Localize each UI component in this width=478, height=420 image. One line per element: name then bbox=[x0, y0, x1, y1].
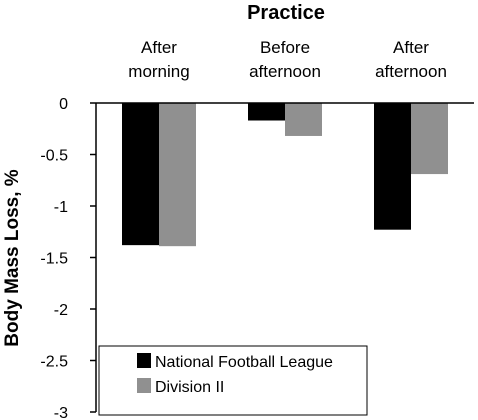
bar bbox=[248, 103, 285, 121]
y-tick-label: -1 bbox=[54, 199, 68, 216]
category-label: After bbox=[141, 38, 177, 57]
bar bbox=[374, 103, 411, 230]
legend-label: National Football League bbox=[155, 354, 333, 371]
category-labels: After morning Before afternoon After afternoo… bbox=[128, 38, 447, 81]
y-tick-label: -3 bbox=[54, 405, 68, 420]
category-label: afternoon bbox=[375, 62, 447, 81]
bar bbox=[159, 103, 196, 247]
legend-swatch bbox=[137, 353, 151, 368]
legend-label: Division II bbox=[155, 379, 224, 396]
y-tick-label: -2.5 bbox=[40, 354, 68, 371]
y-tick-label: -1.5 bbox=[40, 251, 68, 268]
bar bbox=[411, 103, 448, 175]
category-label: morning bbox=[128, 62, 189, 81]
legend-swatch bbox=[137, 378, 151, 393]
bar bbox=[122, 103, 159, 246]
bars bbox=[122, 103, 448, 247]
y-axis: 0 -0.5 -1 -1.5 -2 -2.5 -3 bbox=[40, 96, 97, 420]
bar bbox=[285, 103, 322, 136]
y-tick-label: -2 bbox=[54, 302, 68, 319]
category-label: After bbox=[393, 38, 429, 57]
legend: National Football League Division II bbox=[98, 345, 368, 416]
category-label: Before bbox=[260, 38, 310, 57]
chart-title: Practice bbox=[247, 2, 325, 24]
y-tick-label: 0 bbox=[59, 96, 68, 113]
category-label: afternoon bbox=[249, 62, 321, 81]
y-tick-label: -0.5 bbox=[40, 148, 68, 165]
y-axis-label: Body Mass Loss, % bbox=[2, 169, 23, 346]
